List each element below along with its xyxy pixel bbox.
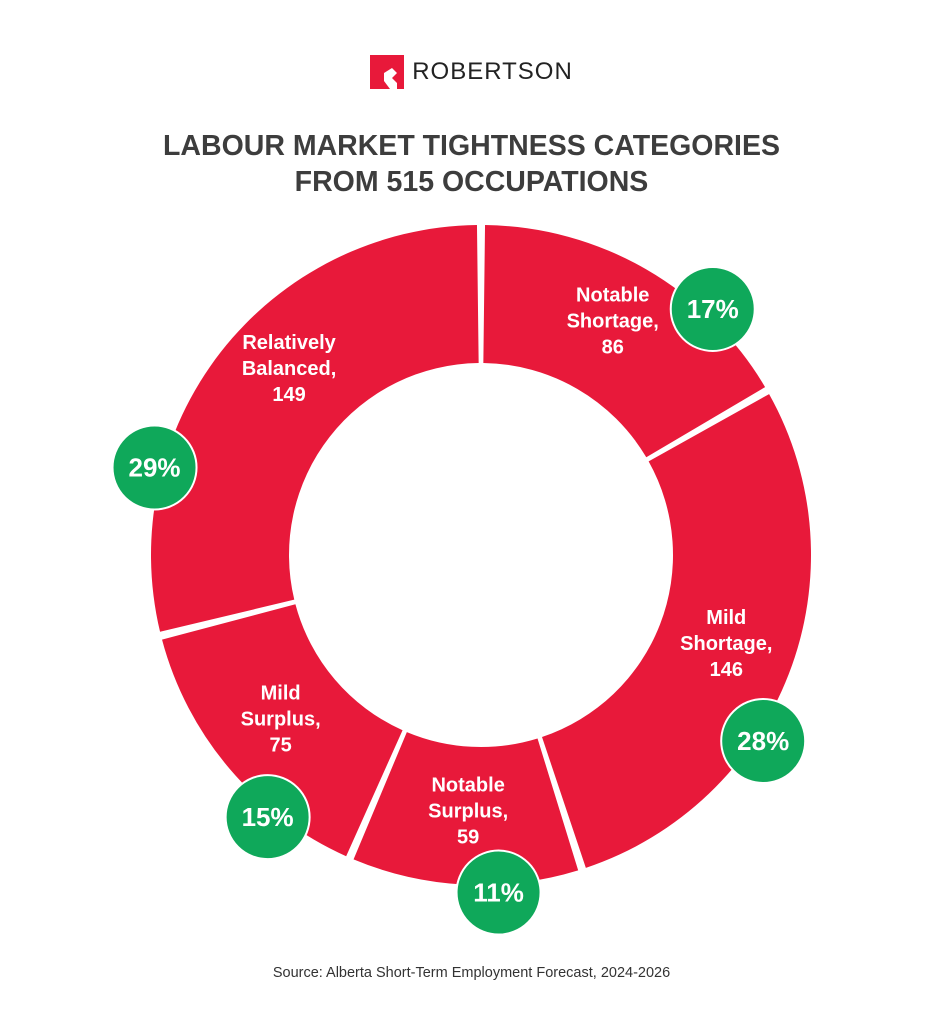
slice-label-notable-shortage: Notable Shortage, 86: [567, 284, 659, 358]
robertson-r-logo-icon: [370, 55, 405, 89]
slice-mild-shortage: [542, 394, 811, 868]
slice-label-line: Notable: [431, 775, 504, 797]
slice-notable-shortage: [483, 225, 766, 458]
slice-label-notable-surplus: Notable Surplus, 59: [428, 775, 508, 849]
slice-mild-surplus: [162, 604, 403, 857]
badge-mild-surplus: [224, 774, 311, 861]
slice-relatively-balanced: [151, 225, 479, 632]
chart-title: LABOUR MARKET TIGHTNESS CATEGORIES FROM …: [0, 128, 943, 200]
slice-label-line: Shortage,: [567, 310, 659, 332]
slice-label-mild-shortage: Mild Shortage, 146: [680, 607, 772, 681]
slice-label-line: 86: [602, 336, 624, 358]
chart-title-line-2: FROM 515 OCCUPATIONS: [294, 166, 649, 198]
slice-label-line: 75: [269, 734, 291, 756]
slice-label-line: 59: [457, 827, 479, 849]
badge-relatively-balanced: [111, 424, 198, 511]
badge-percent-mild-shortage: 28%: [737, 726, 789, 756]
chart-title-line-1: LABOUR MARKET TIGHTNESS CATEGORIES: [163, 130, 780, 162]
slice-label-line: 149: [272, 384, 305, 406]
badge-percent-notable-surplus: 11%: [473, 878, 524, 908]
slice-label-line: Notable: [576, 284, 649, 306]
slice-labels: Notable Shortage, 86 Mild Shortage, 146 Notabl…: [241, 284, 773, 848]
brand-name: ROBERTSON: [412, 58, 573, 85]
badge-percent-relatively-balanced: 29%: [129, 452, 181, 482]
percent-badges: 17% 28% 11% 15% 29%: [111, 265, 807, 936]
badge-mild-shortage: [720, 698, 807, 785]
slice-notable-surplus: [353, 732, 579, 886]
slice-label-line: Mild: [706, 607, 746, 629]
slice-label-line: Shortage,: [680, 633, 772, 655]
brand: ROBERTSON: [0, 55, 943, 89]
badge-notable-surplus: [455, 849, 542, 936]
slice-label-mild-surplus: Mild Surplus, 75: [241, 682, 321, 756]
slice-label-line: Surplus,: [241, 708, 321, 730]
badge-percent-mild-surplus: 15%: [242, 802, 294, 832]
slice-label-line: Surplus,: [428, 801, 508, 823]
slice-label-line: Balanced,: [242, 358, 336, 380]
slice-label-line: Mild: [261, 682, 301, 704]
slice-label-relatively-balanced: Relatively Balanced, 149: [242, 332, 337, 406]
slice-label-line: 146: [710, 659, 743, 681]
source-note: Source: Alberta Short-Term Employment Fo…: [272, 965, 671, 981]
badge-percent-notable-shortage: 17%: [687, 294, 739, 324]
slice-label-line: Relatively: [242, 332, 336, 354]
badge-notable-shortage: [669, 265, 756, 352]
